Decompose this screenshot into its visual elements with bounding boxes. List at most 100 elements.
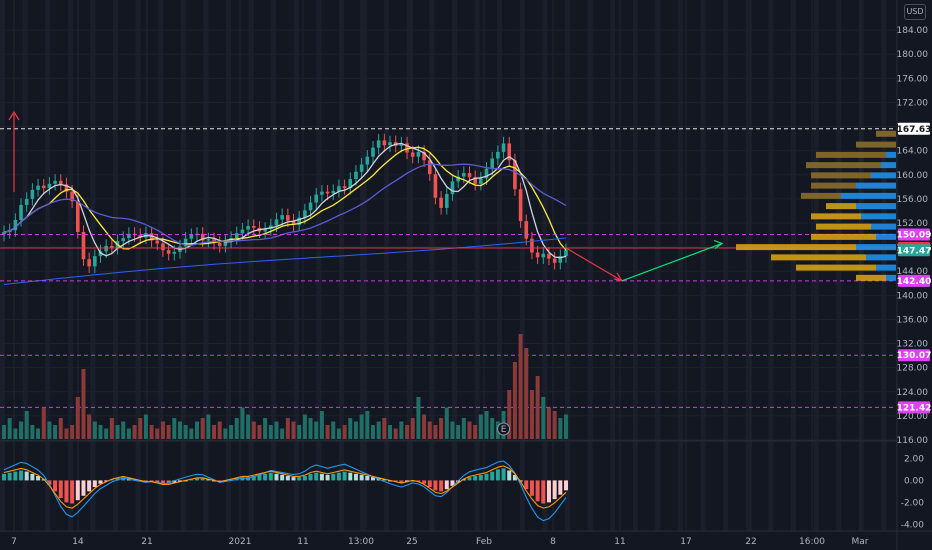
macd-histogram-bar [64, 480, 69, 503]
candle-body [47, 183, 52, 189]
profile-bar-up [856, 203, 896, 210]
volume-bar [427, 421, 432, 439]
volume-bar [172, 418, 177, 439]
price-tick-label: 144.00 [897, 267, 929, 277]
price-tick-label: 156.00 [897, 195, 929, 205]
macd-histogram-bar [19, 470, 24, 481]
macd-histogram-bar [195, 478, 200, 481]
volume-profile [736, 130, 896, 281]
macd-histogram-bar [382, 479, 387, 481]
macd-histogram-bar [297, 477, 302, 481]
candle-body [552, 258, 557, 263]
time-tick-label: Mar [852, 537, 869, 547]
volume-bar [302, 414, 307, 439]
candle-body [64, 184, 69, 192]
price-tag-label: 150.09 [897, 231, 932, 241]
candle-body [2, 232, 6, 235]
background-band [791, 0, 796, 531]
macd-histogram-bar [422, 480, 427, 484]
price-tag-label: 121.42 [897, 403, 932, 413]
background-band [158, 0, 164, 531]
candle-body [53, 180, 57, 184]
candle-body [223, 241, 228, 246]
candle-body [376, 140, 381, 148]
profile-bar-up [886, 151, 896, 158]
candle-body [433, 174, 438, 198]
volume-bar [257, 425, 262, 439]
candle-body [342, 186, 347, 189]
profile-bar-down [806, 162, 881, 169]
volume-bar [149, 425, 154, 439]
candle-body [13, 219, 18, 231]
candle-body [286, 215, 290, 221]
macd-histogram-bar [501, 468, 506, 481]
candle-body [217, 242, 222, 246]
candle-body [274, 219, 279, 226]
time-tick-label: 25 [406, 537, 417, 547]
candle-body [246, 226, 250, 230]
candle-body [490, 158, 495, 169]
candle-body [297, 217, 301, 225]
candle-body [518, 189, 523, 222]
background-band [180, 0, 186, 531]
volume-bar [212, 425, 217, 439]
time-tick-label: 11 [614, 537, 625, 547]
candle-body [269, 225, 273, 230]
currency-button[interactable]: USD [904, 4, 926, 20]
volume-bar [342, 425, 347, 439]
volume-bar [70, 425, 75, 439]
macd-histogram-bar [155, 480, 160, 483]
volume-bar [348, 418, 353, 439]
candle-body [484, 168, 489, 179]
price-tag [898, 228, 930, 241]
volume-bar [433, 425, 438, 439]
volume-bar [64, 428, 69, 439]
macd-histogram-bar [524, 480, 529, 490]
background-band [610, 0, 616, 531]
moving-average-line [3, 142, 567, 259]
volume-bar [263, 418, 268, 439]
macd-histogram-bar [552, 480, 557, 500]
macd-histogram-bar [200, 478, 205, 481]
macd-axis-labels: 2.00 0.00 -2.00 -4.00 [901, 454, 925, 530]
macd-histogram-bar [251, 476, 256, 481]
candle-body [456, 176, 460, 182]
profile-bar-down [811, 172, 871, 179]
profile-bar-up [841, 192, 896, 199]
macd-histogram-bar [268, 472, 273, 481]
volume-bar [535, 376, 540, 439]
arrow-up-head [8, 110, 20, 121]
macd-histogram-bar [564, 480, 568, 491]
macd-histogram-bar [484, 473, 489, 481]
macd-histogram-bar [115, 478, 120, 481]
macd-histogram-bar [177, 480, 182, 482]
volume-bar [512, 362, 517, 439]
time-tick-label: 2021 [229, 537, 252, 547]
macd-histogram-bar [461, 479, 466, 481]
candle-body [263, 229, 267, 232]
candle-body [127, 233, 131, 239]
macd-histogram-bar [36, 476, 41, 481]
macd-histogram-bar [319, 473, 324, 481]
volume-bar [58, 418, 63, 439]
volume-bar [399, 421, 404, 439]
macd-histogram-bar [365, 476, 370, 481]
price-tag [898, 401, 930, 414]
macd-histogram-bar [109, 479, 114, 481]
macd-histogram-bar [427, 480, 432, 487]
macd-histogram-bar [359, 474, 364, 481]
volume-bar [155, 428, 160, 439]
price-tick-label: 120.00 [897, 412, 929, 422]
macd-histogram-bar [206, 479, 211, 481]
time-tick-label: 13:00 [348, 537, 374, 547]
macd-histogram-bar [24, 471, 29, 481]
volume-bar [30, 425, 35, 439]
volume-bar [461, 418, 466, 439]
macd-histogram-bar [444, 480, 449, 490]
candle-body [354, 171, 358, 179]
time-tick-label: 8 [550, 537, 556, 547]
background-band [542, 0, 548, 531]
candle-body [513, 160, 517, 190]
macd-histogram-bar [13, 471, 18, 481]
